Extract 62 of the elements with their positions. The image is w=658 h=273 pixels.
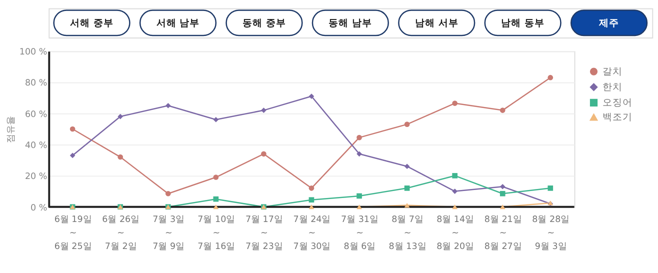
point xyxy=(452,204,458,210)
x-tick-label: 7월 24일 ~ 7월 30일 xyxy=(293,214,331,252)
x-tick-label: 7월 31일 ~ 8월 6일 xyxy=(341,214,378,252)
point xyxy=(308,186,314,191)
point xyxy=(500,204,506,210)
text: 서해 중부 xyxy=(70,18,114,29)
y-tick-label: 40 % xyxy=(24,140,48,151)
y-tick-label: 80 % xyxy=(24,78,48,89)
legend-label: 갈치 xyxy=(602,66,623,78)
point xyxy=(118,114,124,120)
text: 남해 서부 xyxy=(414,18,458,29)
x-tick-label: 7월 10일 ~ 7월 16일 xyxy=(198,214,236,252)
y-tick-label: 0 % xyxy=(30,203,48,214)
point xyxy=(404,202,410,208)
point xyxy=(356,204,362,210)
x-tick-label: 8월 14일 ~ 8월 20일 xyxy=(436,214,474,252)
point xyxy=(308,204,314,210)
point xyxy=(500,190,506,196)
text: 남해 동부 xyxy=(501,18,545,29)
point xyxy=(356,193,362,199)
point xyxy=(213,116,219,122)
point xyxy=(548,186,554,191)
x-tick-label: 8월 28일 ~ 9월 3일 xyxy=(532,214,570,252)
point xyxy=(452,188,458,194)
point xyxy=(452,100,458,106)
point xyxy=(500,184,506,190)
legend-label: 백조기 xyxy=(602,112,633,124)
point xyxy=(165,190,171,196)
y-tick-label: 20 % xyxy=(24,172,48,182)
point xyxy=(261,108,266,113)
x-tick-label: 7월 3일 ~ 7월 9일 xyxy=(152,214,185,252)
point xyxy=(165,102,171,108)
legend-label: 한치 xyxy=(602,82,623,94)
x-tick-label: 6월 19일 ~ 6월 25일 xyxy=(54,214,92,252)
text: 서해 남부 xyxy=(156,18,200,29)
x-tick-label: 6월 26일 ~ 7월 2일 xyxy=(102,214,140,252)
point xyxy=(213,204,219,210)
point xyxy=(213,174,219,180)
x-tick-label: 8월 7일 ~ 8월 13일 xyxy=(388,214,426,252)
point xyxy=(404,186,410,191)
y-tick-label: 60 % xyxy=(24,110,48,120)
y-axis-title: 점유율 xyxy=(6,116,17,143)
y-tick-label: 100 % xyxy=(19,48,48,58)
point xyxy=(70,152,76,158)
legend-label: 오징어 xyxy=(602,98,633,109)
point xyxy=(452,173,458,178)
point xyxy=(500,108,506,113)
point xyxy=(548,74,554,80)
point xyxy=(356,151,362,157)
point xyxy=(308,197,314,203)
point xyxy=(261,151,266,157)
x-tick-label: 8월 21일 ~ 8월 27일 xyxy=(484,214,522,252)
text: 동해 중부 xyxy=(242,18,286,29)
point xyxy=(70,126,76,132)
x-tick-label: 7월 17일 ~ 7월 23일 xyxy=(245,214,283,252)
text: 동해 남부 xyxy=(328,18,372,29)
point xyxy=(118,154,124,160)
point xyxy=(356,134,362,140)
point xyxy=(404,164,410,170)
point xyxy=(213,196,219,202)
text: 제주 xyxy=(598,18,620,29)
point xyxy=(404,122,410,127)
